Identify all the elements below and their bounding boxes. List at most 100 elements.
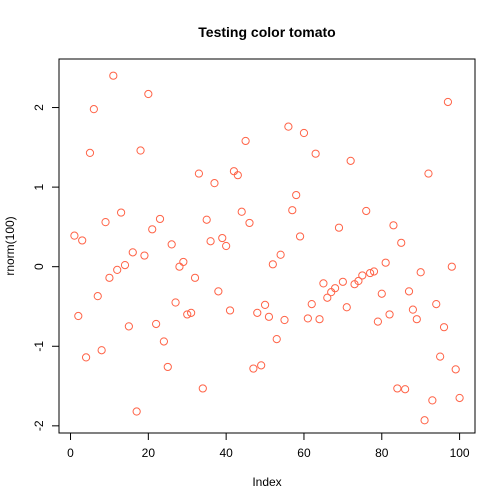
- data-point: [116, 208, 126, 217]
- data-point: [315, 315, 324, 324]
- data-point: [257, 361, 266, 370]
- data-point: [342, 303, 351, 312]
- data-point: [163, 362, 172, 372]
- data-point: [214, 287, 223, 296]
- data-point: [241, 136, 250, 146]
- data-point: [136, 146, 145, 155]
- data-point: [451, 365, 460, 374]
- data-point: [78, 236, 87, 245]
- data-point: [85, 148, 95, 157]
- y-tick-label: 0: [32, 263, 46, 270]
- data-point: [253, 308, 262, 317]
- data-point: [366, 268, 375, 278]
- data-point: [420, 416, 429, 425]
- data-point: [225, 306, 235, 315]
- data-point: [447, 262, 456, 271]
- data-point: [155, 214, 165, 224]
- data-point: [377, 289, 386, 298]
- data-point: [89, 105, 98, 114]
- data-point: [272, 335, 281, 344]
- data-point: [202, 215, 211, 224]
- data-point: [264, 312, 274, 321]
- data-point: [288, 206, 297, 215]
- data-point: [249, 364, 258, 373]
- data-point: [346, 156, 355, 165]
- data-point: [280, 315, 289, 325]
- y-axis-label: rnorm(100): [3, 216, 17, 275]
- data-point: [330, 284, 340, 293]
- data-point: [428, 396, 437, 405]
- data-point: [416, 268, 425, 277]
- data-point: [81, 353, 91, 362]
- data-point: [307, 299, 316, 309]
- data-point: [152, 319, 161, 329]
- y-tick-label: 1: [32, 183, 46, 190]
- y-tick-label: 2: [32, 104, 46, 111]
- data-point: [443, 97, 453, 107]
- data-point: [358, 271, 367, 280]
- data-point: [284, 122, 293, 131]
- data-point: [171, 298, 180, 307]
- data-point: [436, 352, 445, 361]
- data-point: [408, 305, 418, 314]
- data-point: [323, 293, 332, 302]
- data-point: [412, 315, 421, 324]
- data-point: [338, 277, 347, 286]
- data-point: [140, 251, 149, 260]
- data-point: [311, 149, 320, 158]
- data-point: [299, 128, 309, 138]
- data-point: [148, 225, 157, 234]
- data-point: [381, 258, 390, 267]
- data-point: [101, 218, 110, 227]
- data-point: [292, 190, 301, 200]
- data-point: [373, 317, 382, 326]
- data-point: [303, 314, 312, 323]
- data-point: [260, 300, 270, 309]
- data-point: [222, 241, 231, 251]
- data-point: [93, 292, 102, 301]
- data-point: [120, 260, 130, 270]
- data-point: [187, 308, 196, 317]
- data-point: [175, 262, 184, 271]
- data-point: [401, 385, 410, 394]
- data-point: [210, 179, 219, 188]
- data-point: [393, 384, 402, 393]
- data-point: [432, 299, 441, 309]
- x-tick-label: 100: [450, 446, 470, 460]
- data-point: [385, 310, 394, 319]
- data-point: [105, 273, 114, 282]
- data-point: [354, 276, 363, 286]
- data-point: [190, 273, 200, 282]
- data-point: [144, 89, 153, 99]
- data-point: [369, 267, 379, 276]
- chart-title: Testing color tomato: [198, 24, 335, 40]
- data-point: [206, 237, 215, 246]
- data-point: [218, 233, 227, 243]
- data-point: [124, 322, 133, 331]
- data-point: [194, 169, 204, 178]
- data-point: [70, 231, 79, 240]
- data-points: [70, 71, 464, 425]
- data-point: [439, 323, 449, 332]
- x-tick-label: 40: [219, 446, 233, 460]
- data-point: [233, 171, 242, 180]
- data-point: [97, 346, 106, 355]
- data-point: [159, 337, 168, 346]
- data-point: [276, 250, 285, 259]
- data-point: [245, 218, 254, 228]
- plot-frame: [58, 58, 476, 434]
- data-point: [334, 223, 344, 232]
- x-tick-label: 60: [297, 446, 311, 460]
- data-point: [113, 265, 122, 274]
- data-point: [229, 167, 239, 176]
- data-point: [424, 169, 433, 178]
- y-tick-label: -2: [32, 420, 46, 431]
- data-point: [237, 207, 246, 216]
- data-point: [198, 384, 207, 393]
- data-point: [109, 71, 118, 80]
- data-point: [183, 310, 192, 319]
- data-point: [455, 393, 464, 403]
- x-tick-label: 80: [375, 446, 389, 460]
- x-axis: 0 20 40 60 80 100: [67, 432, 470, 460]
- y-tick-label: -1: [32, 341, 46, 352]
